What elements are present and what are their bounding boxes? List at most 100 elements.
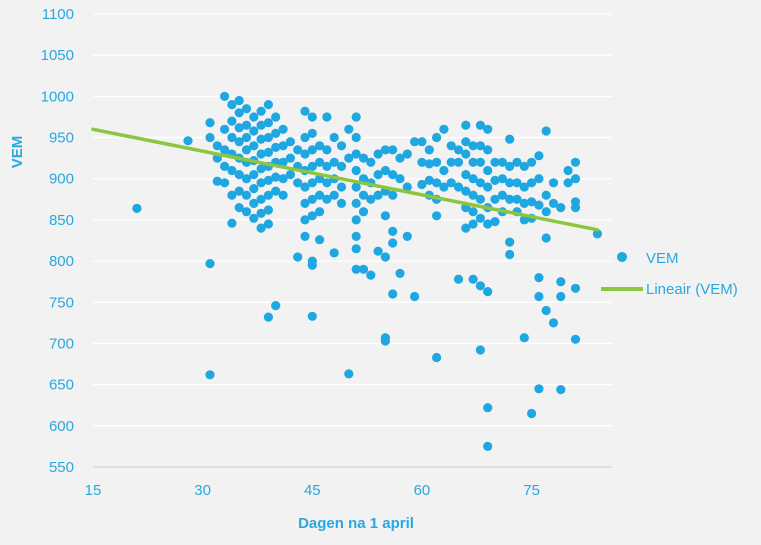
data-point: [417, 137, 427, 147]
data-point: [424, 145, 434, 155]
data-point: [278, 190, 288, 200]
data-point: [278, 157, 288, 167]
data-point: [534, 200, 544, 210]
data-point: [322, 178, 332, 188]
data-point: [227, 132, 237, 143]
data-point: [271, 112, 281, 122]
data-point: [519, 198, 529, 208]
data-point: [271, 128, 281, 138]
data-point: [322, 194, 332, 204]
data-point: [344, 369, 354, 379]
trendline: [91, 127, 600, 232]
data-point: [285, 153, 295, 163]
data-point: [541, 207, 551, 217]
data-point: [263, 219, 273, 229]
data-point: [505, 134, 515, 144]
data-point: [263, 118, 273, 128]
data-point: [220, 124, 230, 134]
data-point: [351, 149, 361, 159]
data-point: [263, 190, 273, 200]
data-point: [351, 264, 361, 274]
data-point: [380, 211, 390, 221]
data-point: [263, 175, 273, 185]
data-point: [490, 157, 500, 167]
data-point: [563, 178, 573, 188]
data-point: [234, 170, 244, 180]
data-point: [534, 291, 544, 302]
data-point: [388, 238, 398, 248]
data-point: [534, 174, 544, 184]
y-tick-label: 750: [49, 294, 74, 311]
data-point: [336, 182, 347, 192]
data-point: [212, 176, 222, 186]
data-point: [322, 161, 332, 171]
data-point: [358, 264, 369, 274]
data-point: [234, 203, 244, 213]
data-point: [388, 289, 398, 299]
x-tick-label: 15: [85, 482, 102, 499]
data-point: [183, 136, 193, 146]
data-point: [205, 118, 215, 128]
data-point: [307, 145, 317, 155]
data-point: [483, 165, 493, 176]
data-point: [468, 141, 478, 151]
data-point: [468, 157, 478, 167]
data-point: [278, 124, 288, 134]
data-point: [527, 178, 537, 188]
data-point: [534, 384, 544, 394]
data-point: [351, 244, 361, 254]
data-point: [241, 174, 252, 184]
y-tick-label: 850: [49, 212, 74, 229]
x-tick-label: 60: [414, 482, 431, 499]
data-point: [220, 178, 230, 188]
data-point: [475, 141, 485, 151]
x-tick-label: 75: [523, 482, 540, 499]
data-point: [249, 112, 259, 122]
data-point: [336, 198, 347, 208]
y-tick-label: 900: [49, 171, 74, 188]
data-point: [505, 237, 515, 247]
data-point: [285, 170, 295, 180]
data-point: [483, 287, 493, 297]
data-point: [461, 137, 471, 147]
data-point: [351, 182, 361, 192]
data-point: [300, 106, 310, 116]
data-point: [227, 218, 237, 228]
data-point: [497, 190, 507, 200]
data-point: [424, 175, 434, 185]
data-point: [373, 246, 383, 256]
data-point: [300, 215, 310, 225]
data-point: [453, 182, 464, 192]
data-point: [432, 352, 442, 363]
data-point: [483, 219, 493, 229]
data-point: [351, 132, 361, 143]
data-point: [263, 205, 273, 215]
data-point: [256, 178, 266, 188]
data-point: [256, 223, 266, 233]
data-point: [402, 149, 412, 159]
data-point: [556, 203, 566, 213]
data-point: [271, 172, 281, 182]
data-point: [256, 149, 266, 159]
data-point: [468, 190, 478, 200]
data-point: [241, 104, 252, 114]
data-point: [234, 123, 244, 133]
y-tick-label: 550: [49, 459, 74, 476]
data-point: [271, 301, 281, 311]
data-point: [380, 336, 390, 346]
data-point: [519, 182, 529, 192]
data-point: [329, 190, 339, 200]
data-point: [315, 157, 325, 167]
data-point: [380, 252, 390, 262]
data-point: [505, 161, 515, 171]
data-point: [388, 170, 398, 180]
data-point: [439, 165, 449, 176]
data-point: [234, 186, 244, 196]
data-point: [307, 178, 317, 188]
data-point: [468, 174, 478, 184]
data-point: [285, 137, 295, 147]
data-point: [570, 157, 581, 167]
data-point: [424, 159, 434, 169]
legend-marker-vem: [617, 252, 627, 262]
